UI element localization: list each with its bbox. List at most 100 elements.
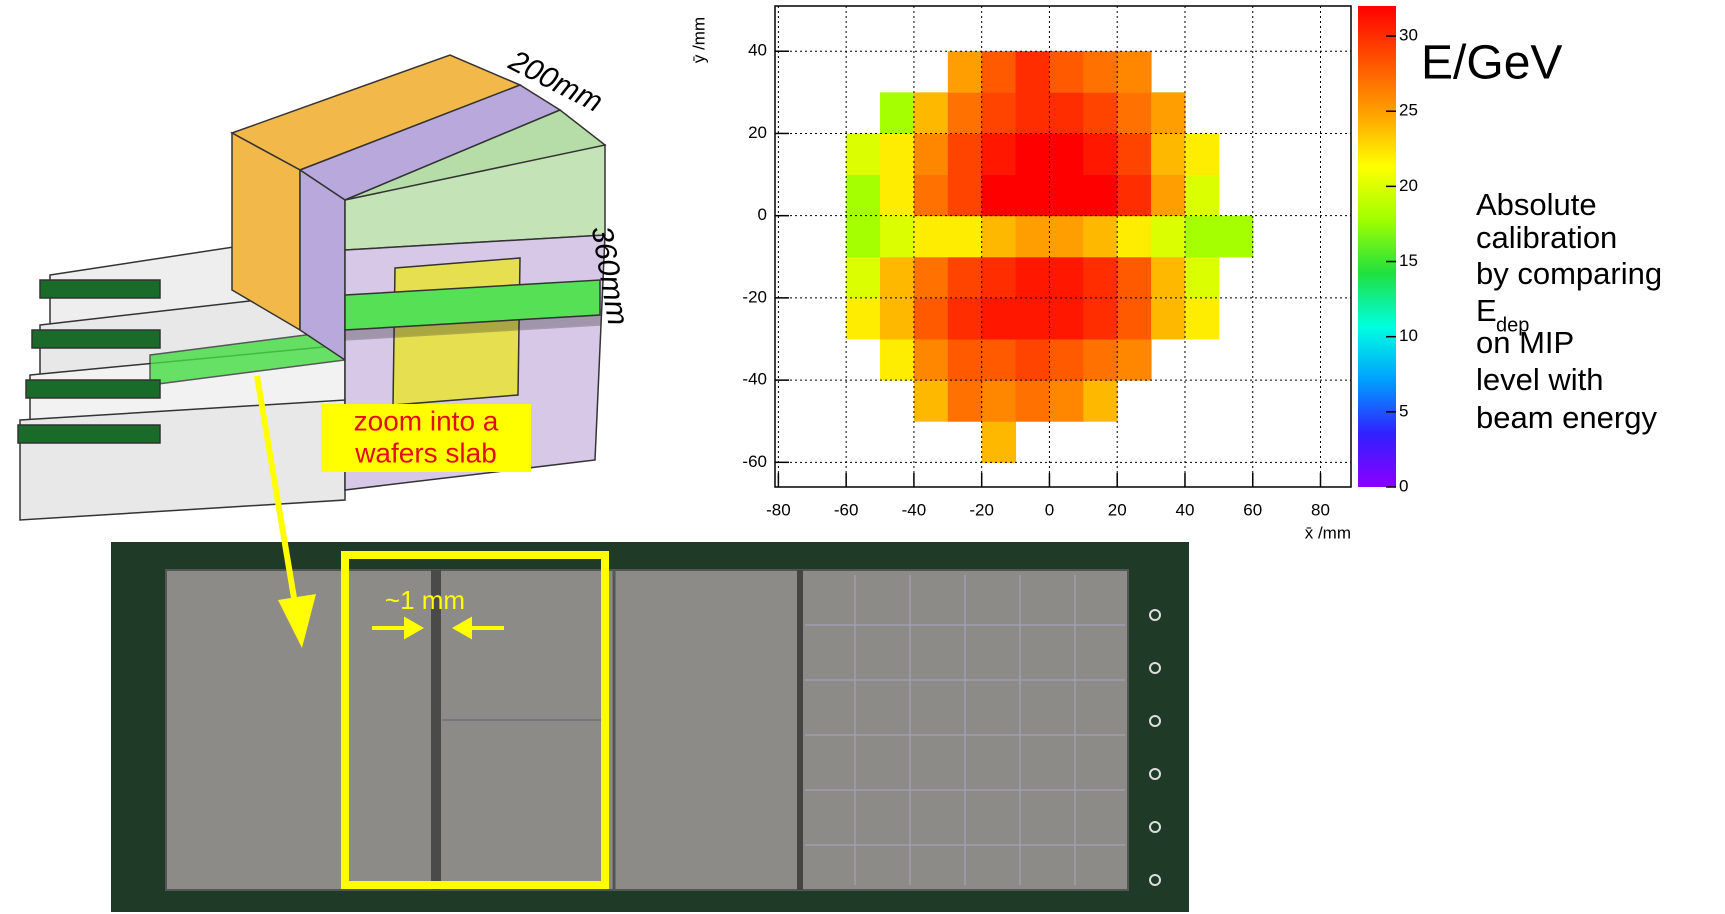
heatmap-cell xyxy=(1016,257,1050,299)
heatmap-cell xyxy=(1049,380,1083,422)
annotation-line: by comparing xyxy=(1476,256,1662,291)
heatmap-cell xyxy=(880,92,914,134)
annotation-line: beam energy xyxy=(1476,400,1657,435)
heatmap-cell xyxy=(948,339,982,381)
colorbar-tick-label: 15 xyxy=(1399,251,1418,270)
heatmap-cell xyxy=(1151,133,1185,175)
heatmap-cell xyxy=(880,339,914,381)
heatmap-cell xyxy=(948,257,982,299)
heatmap-cell xyxy=(1049,216,1083,258)
heatmap-cell xyxy=(1117,133,1151,175)
annotation-line: on MIP xyxy=(1476,325,1574,360)
heatmap-cell xyxy=(1151,216,1185,258)
x-tick-label: -40 xyxy=(902,500,927,519)
heatmap-cell xyxy=(1151,175,1185,217)
colorbar-title: E/GeV xyxy=(1421,37,1562,90)
heatmap-cell xyxy=(880,298,914,340)
heatmap-cell xyxy=(982,298,1016,340)
heatmap-cell xyxy=(948,51,982,93)
heatmap-cell xyxy=(1117,216,1151,258)
heatmap-cell xyxy=(1016,133,1050,175)
heatmap-cell xyxy=(1049,298,1083,340)
heatmap-cell xyxy=(846,175,880,217)
heatmap-cell xyxy=(982,51,1016,93)
heatmap-cell xyxy=(1117,298,1151,340)
heatmap-cell xyxy=(1185,133,1219,175)
heatmap-cell xyxy=(1185,175,1219,217)
heatmap-cell xyxy=(948,380,982,422)
heatmap-cell xyxy=(914,175,948,217)
heatmap-cell xyxy=(846,216,880,258)
annotation-line: level with xyxy=(1476,362,1604,397)
x-axis-label: x̄ /mm xyxy=(1305,523,1351,542)
heatmap-cell xyxy=(914,339,948,381)
heatmap-cell xyxy=(1185,216,1219,258)
x-tick-label: 20 xyxy=(1108,500,1127,519)
heatmap-cell xyxy=(1016,92,1050,134)
heatmap-cell xyxy=(914,216,948,258)
colorbar-tick-label: 25 xyxy=(1399,101,1418,120)
annotation-symbol: E xyxy=(1476,293,1497,328)
heatmap-cell xyxy=(1185,298,1219,340)
y-axis-label: ȳ /mm xyxy=(689,17,708,63)
heatmap-cell xyxy=(982,92,1016,134)
heatmap-cell xyxy=(914,92,948,134)
heatmap-cell xyxy=(1185,257,1219,299)
heatmap-cell xyxy=(1151,257,1185,299)
x-tick-label: -80 xyxy=(766,500,791,519)
heatmap-cell xyxy=(1049,339,1083,381)
x-tick-label: -60 xyxy=(834,500,859,519)
heatmap-cell xyxy=(1016,51,1050,93)
y-tick-label: -40 xyxy=(742,370,767,389)
heatmap-cell xyxy=(1049,92,1083,134)
heatmap-cell xyxy=(846,133,880,175)
heatmap-cell xyxy=(880,133,914,175)
heatmap-cell xyxy=(846,298,880,340)
heatmap-cell xyxy=(982,133,1016,175)
heatmap-cell xyxy=(1219,216,1253,258)
annotation-line: Absolute xyxy=(1476,187,1597,222)
heatmap-cell xyxy=(948,216,982,258)
y-tick-label: -60 xyxy=(742,452,767,471)
zoom-label: wafers slab xyxy=(354,437,497,468)
heatmap-cell xyxy=(1016,339,1050,381)
colorbar-tick-label: 20 xyxy=(1399,176,1418,195)
heatmap-cell xyxy=(982,257,1016,299)
heatmap-cell xyxy=(948,133,982,175)
heatmap-cell xyxy=(1016,298,1050,340)
heatmap-cell xyxy=(880,257,914,299)
heatmap-cell xyxy=(1117,339,1151,381)
y-tick-label: 40 xyxy=(748,41,767,60)
heatmap-cell xyxy=(1083,339,1117,381)
heatmap-cell xyxy=(1083,216,1117,258)
colorbar xyxy=(1358,6,1396,487)
heatmap-cell xyxy=(1083,133,1117,175)
heatmap-cell xyxy=(948,175,982,217)
x-tick-label: 60 xyxy=(1243,500,1262,519)
annotation: Absolute calibration by comparing E dep … xyxy=(1476,187,1662,435)
y-tick-label: -20 xyxy=(742,287,767,306)
heatmap-cell xyxy=(1049,175,1083,217)
heatmap-cell xyxy=(880,216,914,258)
heatmap-cell xyxy=(982,216,1016,258)
heatmap-cell xyxy=(1016,175,1050,217)
heatmap-cell xyxy=(914,380,948,422)
heatmap-cell xyxy=(1117,175,1151,217)
gap-label: ~1 mm xyxy=(385,585,465,615)
wafer-photo: ~1 mm xyxy=(111,376,1189,912)
colorbar-tick-label: 5 xyxy=(1399,401,1408,420)
x-tick-label: 80 xyxy=(1311,500,1330,519)
annotation-line: calibration xyxy=(1476,220,1617,255)
heatmap-cell xyxy=(1049,257,1083,299)
zoom-label: zoom into a xyxy=(354,405,499,436)
heatmap-cell xyxy=(948,298,982,340)
colorbar-tick-label: 10 xyxy=(1399,326,1418,345)
heatmap-cell xyxy=(1083,257,1117,299)
heatmap-cell xyxy=(982,421,1016,463)
heatmap-cell xyxy=(1083,298,1117,340)
heatmap-cell xyxy=(914,257,948,299)
colorbar-tick-label: 30 xyxy=(1399,26,1418,45)
slide: 200mm 360mm zoom into a wafers slab xyxy=(0,0,1725,914)
x-tick-label: 0 xyxy=(1045,500,1054,519)
